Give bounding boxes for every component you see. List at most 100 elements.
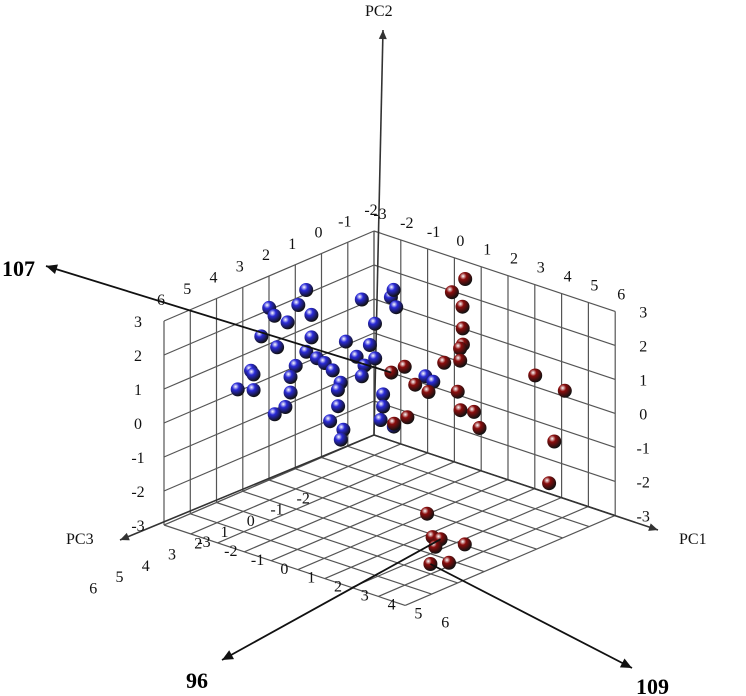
blue-data-point xyxy=(230,382,245,397)
tick-label: 1 xyxy=(134,382,142,399)
tick-label: 4 xyxy=(388,597,396,614)
tick-label: -1 xyxy=(270,502,283,519)
blue-data-point xyxy=(354,292,369,307)
grid-line xyxy=(373,400,616,482)
x-axis-label: PC1 xyxy=(679,531,707,548)
callout-label-96: 96 xyxy=(186,668,208,693)
tick-label: -2 xyxy=(400,215,413,232)
tick-labels: -3-2-10123-3-2-10123-3-2-10123456-2-1012… xyxy=(89,202,650,631)
red-data-point xyxy=(528,368,543,383)
tick-label: 5 xyxy=(116,569,124,586)
grid-line xyxy=(216,501,458,584)
red-data-point xyxy=(437,355,452,370)
red-data-point xyxy=(387,416,402,431)
pc2-axis-arrow-head xyxy=(378,30,387,40)
z-axis-label: PC3 xyxy=(66,531,94,548)
grid-line xyxy=(373,366,616,448)
tick-label: 2 xyxy=(134,348,142,365)
red-data-point xyxy=(397,359,412,374)
pc1-axis-arrow-head xyxy=(648,523,658,531)
blue-data-point xyxy=(333,432,348,447)
tick-label: -2 xyxy=(297,490,310,507)
callout-arrowhead-107 xyxy=(46,264,58,274)
tick-label: 1 xyxy=(483,242,491,259)
callout-label-109: 109 xyxy=(636,674,669,696)
tick-label: 0 xyxy=(134,416,142,433)
red-data-point xyxy=(421,385,436,399)
grid-line xyxy=(163,230,375,322)
grid-line xyxy=(373,332,616,414)
callout-line-109 xyxy=(429,563,633,669)
blue-data-point xyxy=(304,307,319,322)
tick-label: -1 xyxy=(427,224,440,241)
callout-line-107 xyxy=(45,265,392,374)
grid-lines xyxy=(163,230,616,606)
tick-label: 4 xyxy=(142,558,150,575)
tick-label: -2 xyxy=(364,202,377,219)
blue-data-point xyxy=(291,298,306,312)
blue-data-point xyxy=(304,330,319,345)
grid-line xyxy=(373,298,616,380)
tick-label: 5 xyxy=(183,281,191,298)
red-data-point xyxy=(453,341,468,356)
tick-label: -3 xyxy=(131,518,144,535)
pc3-axis-arrow-head xyxy=(120,532,130,541)
tick-label: -1 xyxy=(131,450,144,467)
blue-data-point xyxy=(283,370,298,384)
tick-label: -1 xyxy=(637,440,650,457)
grid-line xyxy=(373,264,616,346)
blue-data-point xyxy=(288,358,303,373)
tick-label: -3 xyxy=(637,508,650,525)
red-data-point xyxy=(457,537,472,552)
grid-line xyxy=(321,456,563,539)
blue-data-point xyxy=(376,387,391,402)
callout-line-96 xyxy=(221,538,442,661)
blue-data-point xyxy=(389,300,404,315)
tick-label: 6 xyxy=(89,580,97,597)
blue-data-point xyxy=(331,399,346,414)
blue-data-point xyxy=(325,363,340,378)
tick-label: 1 xyxy=(307,570,315,587)
blue-data-point xyxy=(386,282,401,297)
grid-line xyxy=(163,298,375,390)
tick-label: 5 xyxy=(590,277,598,294)
red-data-point xyxy=(467,404,481,419)
tick-label: 3 xyxy=(537,260,545,277)
blue-data-point xyxy=(357,358,372,373)
tick-label: 3 xyxy=(168,547,176,564)
grid-line xyxy=(163,332,375,424)
tick-label: 6 xyxy=(157,292,165,309)
tick-label: 2 xyxy=(639,338,647,355)
tick-label: 0 xyxy=(280,561,288,578)
red-data-point xyxy=(444,285,459,300)
tick-label: 2 xyxy=(510,251,518,268)
tick-label: 3 xyxy=(361,588,369,605)
blue-data-point xyxy=(368,316,382,331)
grid-line xyxy=(163,524,406,606)
blue-data-point xyxy=(299,283,314,297)
blue-data-point xyxy=(246,383,261,398)
grid-line xyxy=(163,400,375,492)
tick-label: 0 xyxy=(315,225,323,242)
tick-label: -1 xyxy=(251,552,264,569)
pc1-axis-arrow xyxy=(373,434,659,531)
blue-data-point xyxy=(267,308,282,323)
tick-label: 0 xyxy=(639,406,647,423)
callouts: 107 96 109 xyxy=(2,256,669,696)
tick-label: 3 xyxy=(639,304,647,321)
red-data-point xyxy=(453,403,468,418)
tick-label: 4 xyxy=(564,269,572,286)
grid-line xyxy=(190,513,432,595)
blue-data-point xyxy=(246,367,261,382)
red-data-point xyxy=(455,299,470,314)
blue-data-point xyxy=(330,383,345,397)
grid-line xyxy=(373,230,616,312)
red-data-point xyxy=(458,272,473,286)
tick-label: 2 xyxy=(334,579,342,596)
tick-label: 2 xyxy=(194,535,202,552)
tick-label: -3 xyxy=(197,534,210,551)
red-data-point xyxy=(450,384,465,399)
red-data-point xyxy=(420,506,435,521)
pc2-axis-arrow xyxy=(373,29,384,436)
